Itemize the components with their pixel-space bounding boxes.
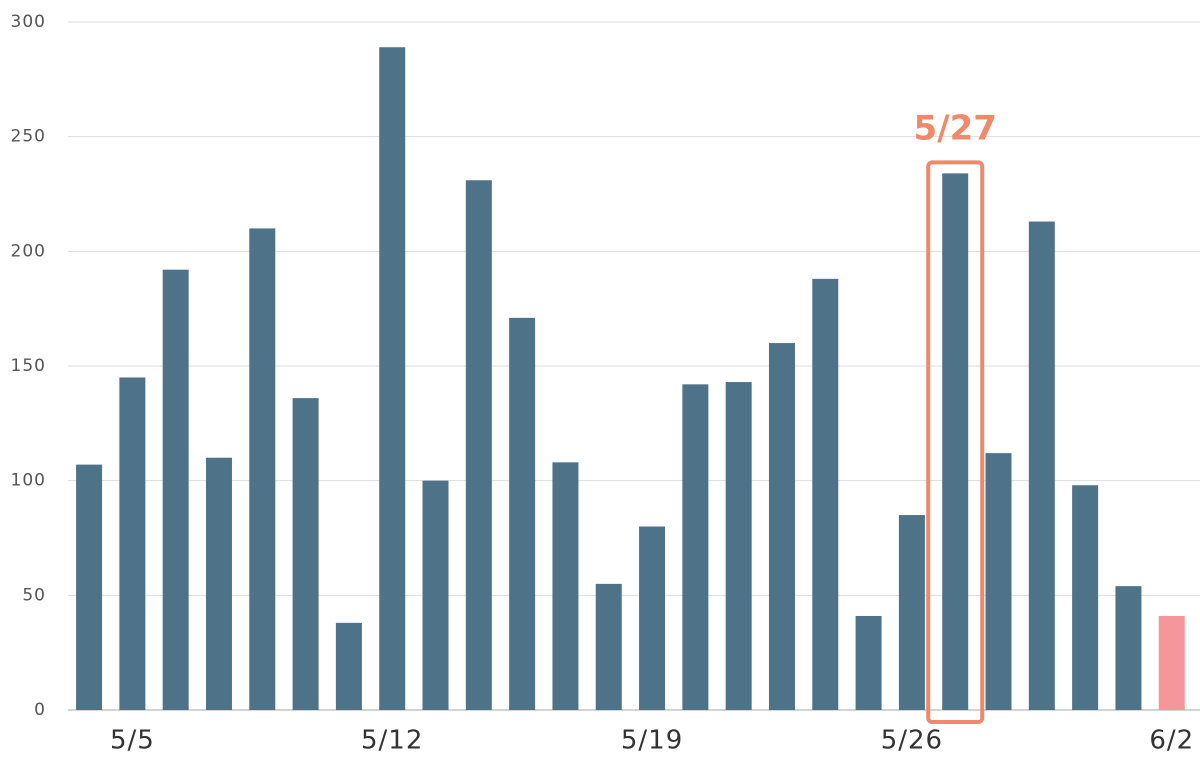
bar xyxy=(898,515,925,710)
bar xyxy=(1158,615,1185,710)
bar xyxy=(985,453,1012,710)
y-tick-label: 150 xyxy=(11,356,46,376)
y-tick-label: 50 xyxy=(22,585,46,605)
x-tick-label: 6/2 xyxy=(1149,726,1194,756)
x-tick-label: 5/5 xyxy=(110,726,155,756)
bar xyxy=(768,343,795,710)
bar xyxy=(162,269,189,710)
x-tick-label: 5/19 xyxy=(621,726,683,756)
x-tick-label: 5/26 xyxy=(881,726,943,756)
bar xyxy=(1028,221,1055,710)
bar xyxy=(465,180,492,711)
bar xyxy=(249,228,276,710)
bar xyxy=(725,382,752,710)
bar xyxy=(509,317,536,710)
bar xyxy=(552,462,579,710)
y-tick-label: 0 xyxy=(34,700,46,720)
bar xyxy=(76,464,103,710)
bar xyxy=(942,173,969,711)
bar xyxy=(1115,586,1142,710)
bar xyxy=(422,480,449,710)
bar xyxy=(595,583,622,710)
y-tick-label: 250 xyxy=(11,127,46,147)
bar xyxy=(379,47,406,710)
bar xyxy=(205,457,232,710)
bar xyxy=(639,526,666,710)
bar xyxy=(682,384,709,710)
y-tick-label: 100 xyxy=(11,471,46,491)
bar xyxy=(292,398,319,710)
bar xyxy=(335,622,362,710)
y-tick-label: 200 xyxy=(11,241,46,261)
highlight-label: 5/27 xyxy=(914,109,997,149)
y-tick-label: 300 xyxy=(11,12,46,32)
bar xyxy=(812,278,839,710)
x-tick-label: 5/12 xyxy=(361,726,423,756)
bar xyxy=(119,377,146,710)
bar xyxy=(855,615,882,710)
highlight-box xyxy=(926,160,985,725)
bar xyxy=(1072,485,1099,710)
